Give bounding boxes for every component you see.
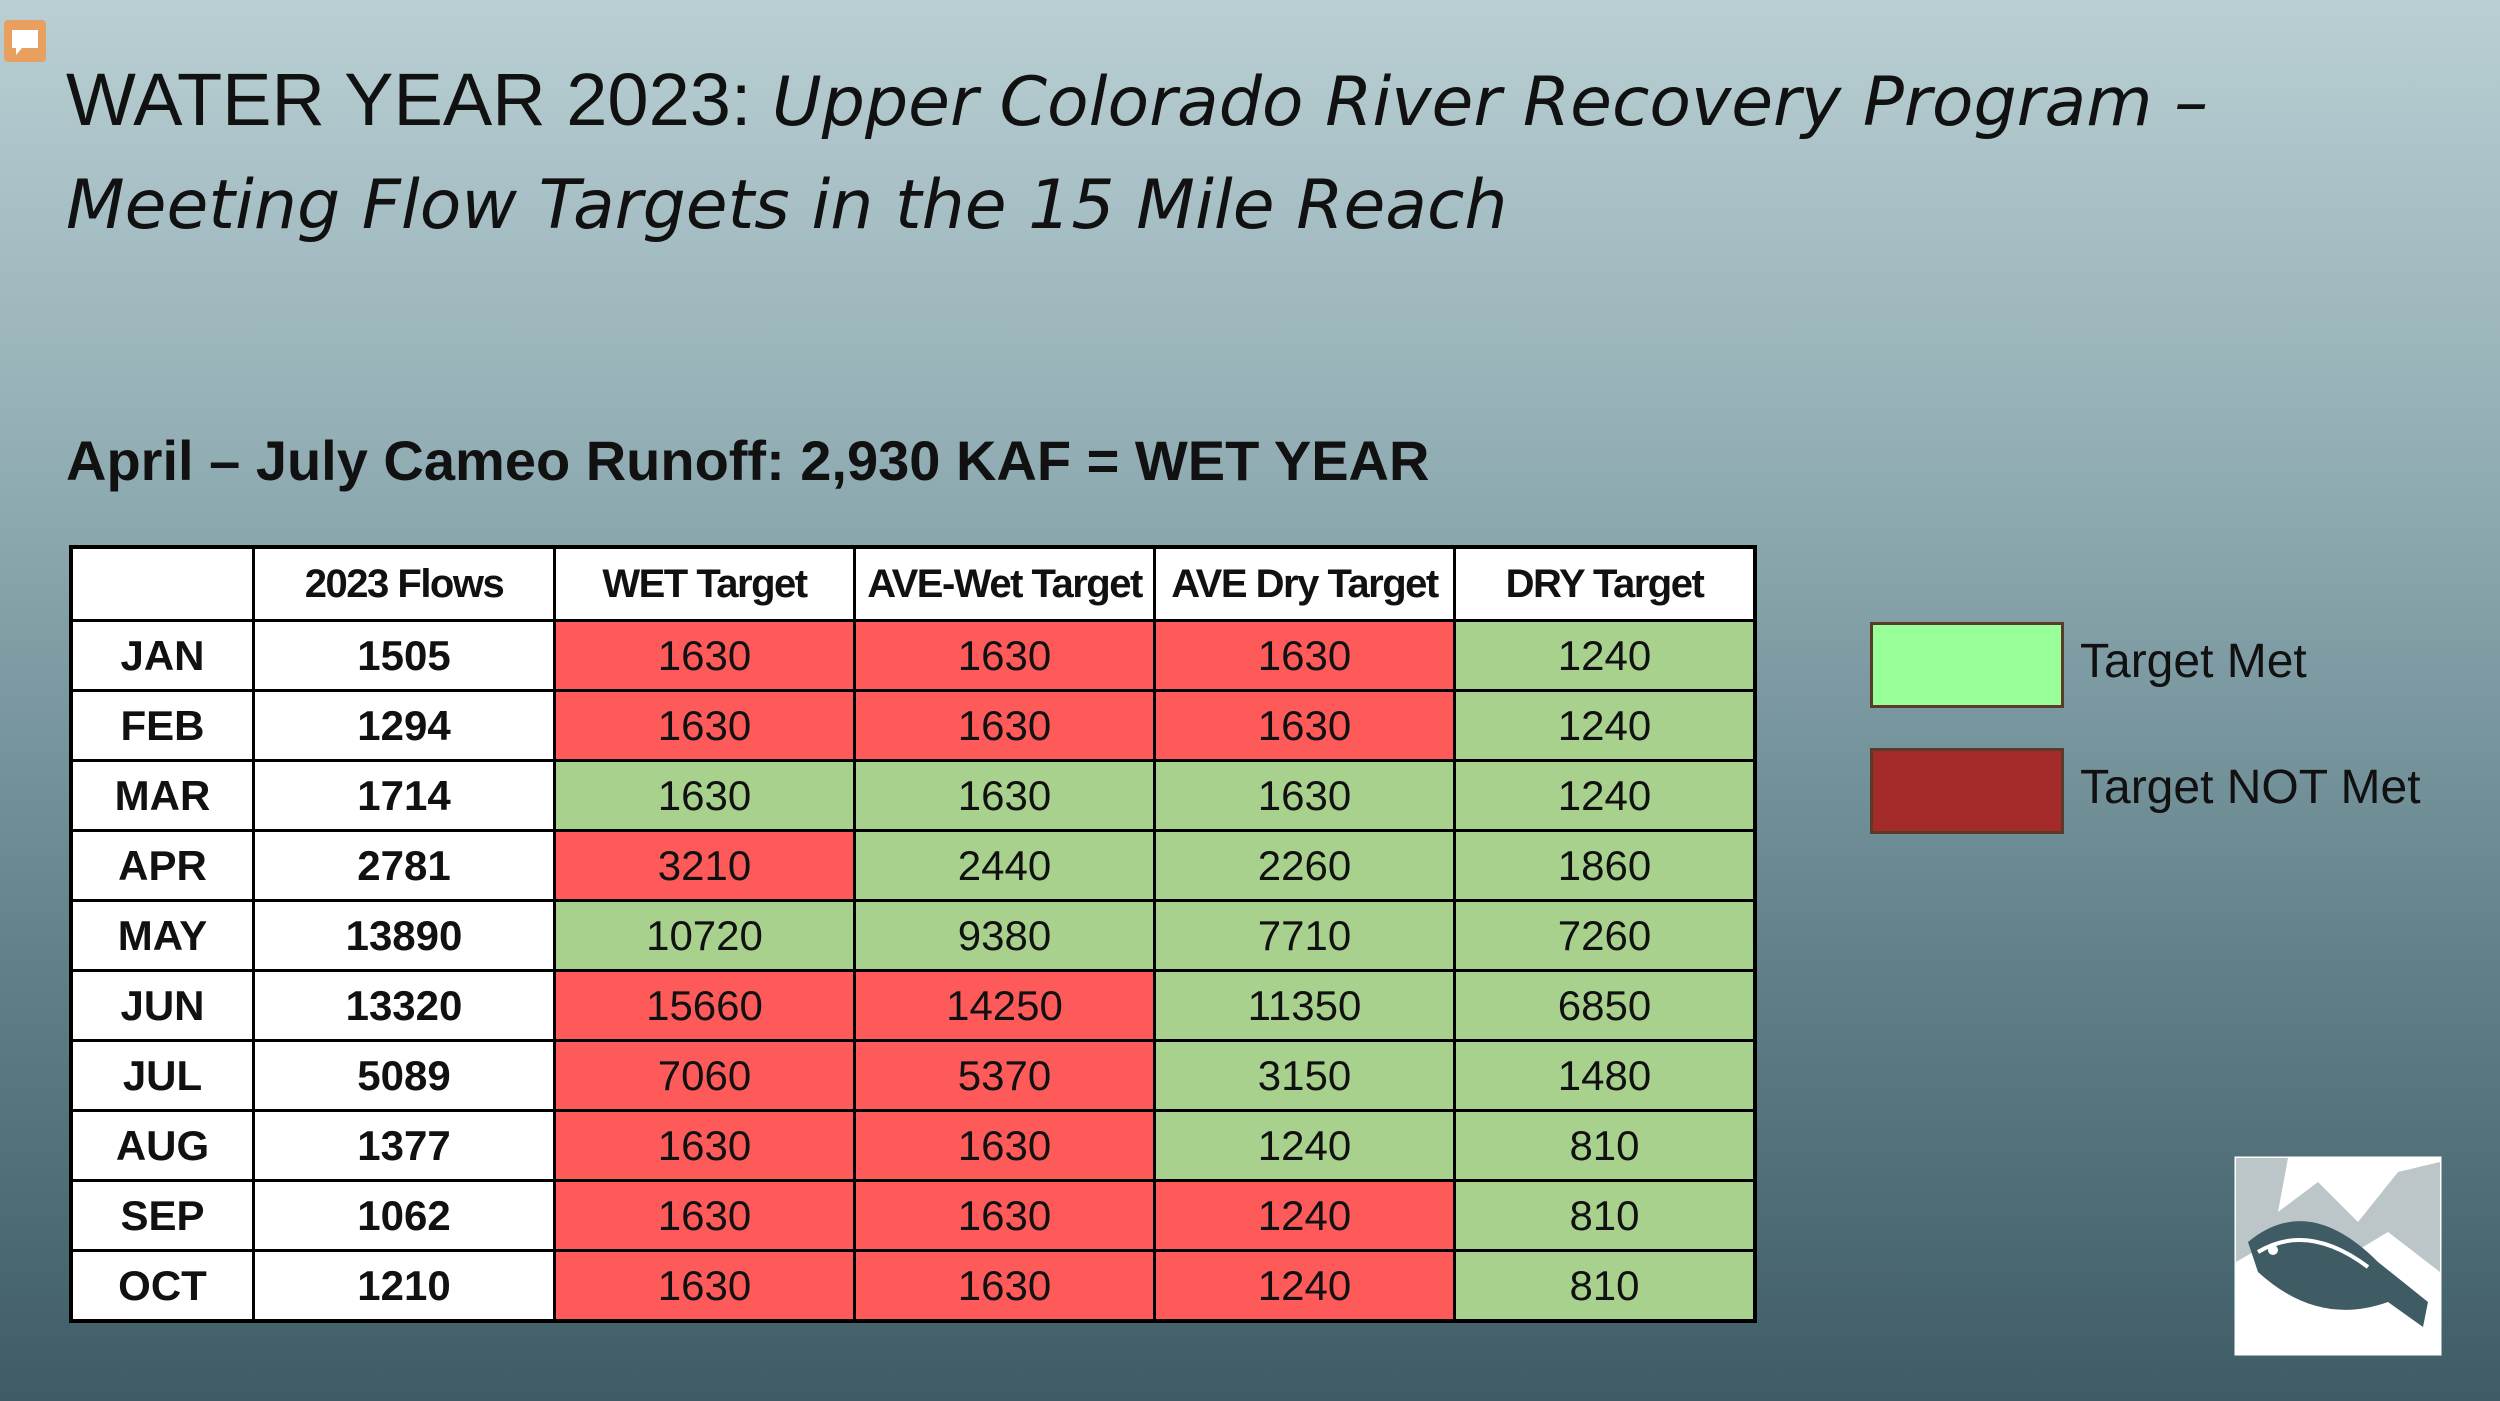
table-row: JAN 1505 1630 1630 1630 1240 [69,619,1757,692]
target-cell: 1480 [1453,1039,1757,1112]
flow-cell: 1377 [252,1109,556,1182]
table-row: JUL 5089 7060 5370 3150 1480 [69,1039,1757,1112]
target-cell: 1630 [553,689,856,762]
flow-cell: 1062 [252,1179,556,1252]
month-cell: APR [69,829,255,902]
target-cell: 1630 [1153,689,1456,762]
header-row: 2023 Flows WET Target AVE-Wet Target AVE Dr… [69,545,1757,622]
table-row: MAY 13890 10720 9380 7710 7260 [69,899,1757,972]
target-cell: 2260 [1153,829,1456,902]
table-row: FEB 1294 1630 1630 1630 1240 [69,689,1757,762]
column-header: AVE Dry Target [1153,545,1456,622]
target-cell: 1240 [1153,1179,1456,1252]
target-cell: 1630 [853,1109,1156,1182]
table-row: AUG 1377 1630 1630 1240 810 [69,1109,1757,1182]
month-cell: FEB [69,689,255,762]
column-header: AVE-Wet Target [853,545,1156,622]
target-cell: 3210 [553,829,856,902]
target-cell: 810 [1453,1109,1757,1182]
flow-cell: 5089 [252,1039,556,1112]
target-cell: 1240 [1153,1249,1456,1323]
flow-cell: 1714 [252,759,556,832]
table-row: JUN 13320 15660 14250 11350 6850 [69,969,1757,1042]
target-cell: 1240 [1453,619,1757,692]
title-italic: Upper Colorado River Recovery Program – … [66,63,2209,245]
month-cell: MAR [69,759,255,832]
target-cell: 1630 [1153,619,1456,692]
flow-cell: 1294 [252,689,556,762]
target-cell: 7710 [1153,899,1456,972]
target-cell: 11350 [1153,969,1456,1042]
target-cell: 1240 [1153,1109,1456,1182]
target-cell: 810 [1453,1179,1757,1252]
table-row: APR 2781 3210 2440 2260 1860 [69,829,1757,902]
target-cell: 1630 [553,1179,856,1252]
flow-cell: 13320 [252,969,556,1042]
column-header: WET Target [553,545,856,622]
title: WATER YEAR 2023: Upper Colorado River Re… [66,50,2216,256]
table-row: SEP 1062 1630 1630 1240 810 [69,1179,1757,1252]
flow-cell: 2781 [252,829,556,902]
legend-label: Target NOT Met [2080,761,2421,814]
flow-table: 2023 Flows WET Target AVE-Wet Target AVE Dr… [69,545,1757,1323]
target-cell: 10720 [553,899,856,972]
title-main: WATER YEAR 2023: [66,58,752,141]
column-header [69,545,255,622]
flow-cell: 1505 [252,619,556,692]
month-cell: MAY [69,899,255,972]
table-row: OCT 1210 1630 1630 1240 810 [69,1249,1757,1323]
target-cell: 7060 [553,1039,856,1112]
legend-swatch [1870,748,2064,834]
legend-swatch [1870,622,2064,708]
target-cell: 810 [1453,1249,1757,1323]
target-cell: 1240 [1453,689,1757,762]
target-cell: 1240 [1453,759,1757,832]
column-header: DRY Target [1453,545,1757,622]
month-cell: SEP [69,1179,255,1252]
target-cell: 1630 [553,1249,856,1323]
flow-cell: 1210 [252,1249,556,1323]
target-cell: 1630 [853,759,1156,832]
month-cell: JAN [69,619,255,692]
target-cell: 1630 [853,619,1156,692]
month-cell: JUL [69,1039,255,1112]
month-cell: JUN [69,969,255,1042]
target-cell: 3150 [1153,1039,1456,1112]
comment-icon [4,20,46,62]
target-cell: 1860 [1453,829,1757,902]
target-cell: 2440 [853,829,1156,902]
target-cell: 14250 [853,969,1156,1042]
legend-label: Target Met [2080,635,2307,688]
target-cell: 1630 [853,1249,1156,1323]
target-cell: 1630 [553,759,856,832]
month-cell: AUG [69,1109,255,1182]
target-cell: 1630 [1153,759,1456,832]
target-cell: 9380 [853,899,1156,972]
subtitle: April – July Cameo Runoff: 2,930 KAF = W… [66,429,1430,492]
target-cell: 1630 [553,1109,856,1182]
target-cell: 15660 [553,969,856,1042]
target-cell: 1630 [853,689,1156,762]
month-cell: OCT [69,1249,255,1323]
logo [2234,1156,2442,1356]
table-row: MAR 1714 1630 1630 1630 1240 [69,759,1757,832]
column-header: 2023 Flows [252,545,556,622]
target-cell: 7260 [1453,899,1757,972]
target-cell: 1630 [553,619,856,692]
target-cell: 6850 [1453,969,1757,1042]
target-cell: 5370 [853,1039,1156,1112]
target-cell: 1630 [853,1179,1156,1252]
flow-cell: 13890 [252,899,556,972]
